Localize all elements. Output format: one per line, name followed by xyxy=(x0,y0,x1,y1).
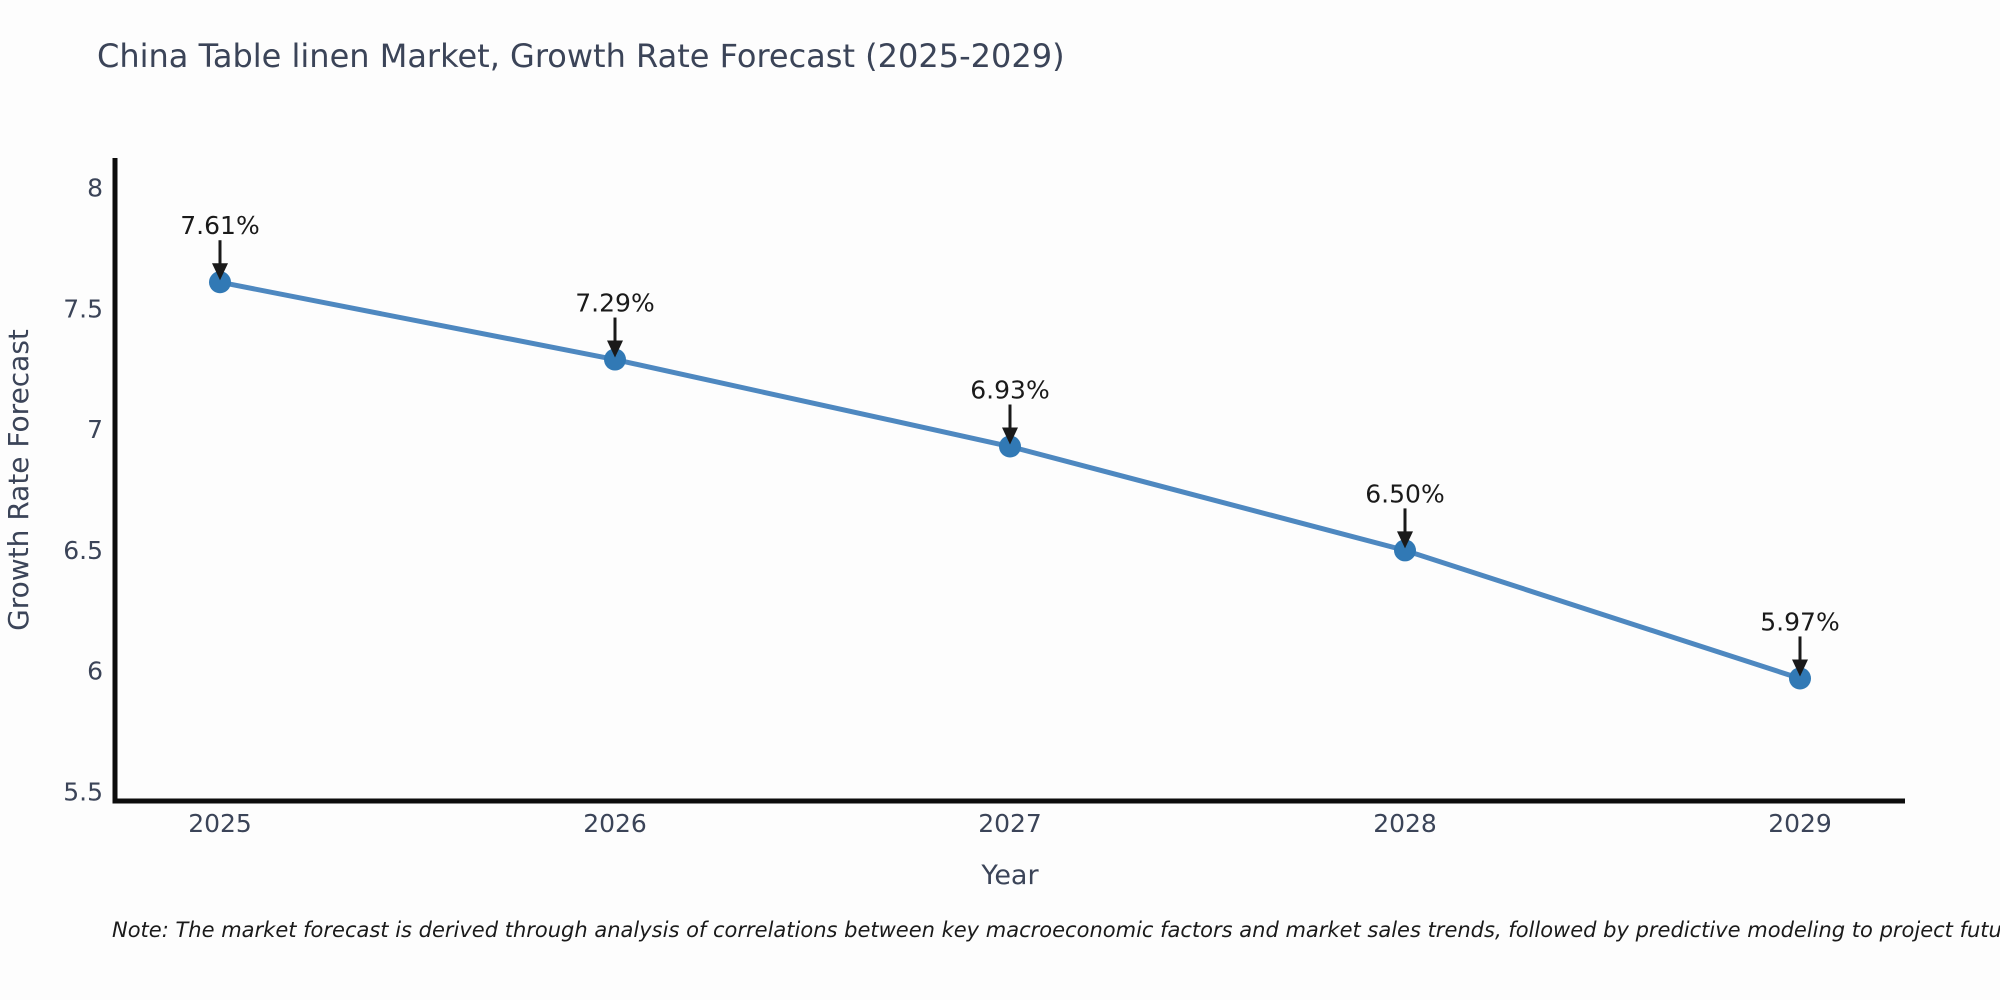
x-tick-label: 2025 xyxy=(188,809,252,838)
data-point-marker xyxy=(999,435,1021,458)
annotation-arrow-head xyxy=(212,263,228,281)
chart-title: China Table linen Market, Growth Rate Fo… xyxy=(97,37,1065,75)
footnote: Note: The market forecast is derived thr… xyxy=(112,918,2000,942)
x-tick-label: 2028 xyxy=(1373,809,1437,838)
series-line xyxy=(217,279,1803,681)
annotation-arrow-head xyxy=(1792,659,1808,677)
x-axis-title: Year xyxy=(980,860,1039,891)
x-tick-label: 2026 xyxy=(583,809,647,838)
data-point-marker xyxy=(209,271,231,294)
y-tick-label: 6 xyxy=(87,657,103,686)
y-tick-label: 6.5 xyxy=(63,536,103,565)
data-point-label: 7.61% xyxy=(180,211,259,240)
data-point-marker xyxy=(604,348,626,371)
y-tick-label: 7.5 xyxy=(63,294,103,323)
annotation-arrow-head xyxy=(1397,531,1413,549)
x-tick-label: 2029 xyxy=(1768,809,1832,838)
y-tick-label: 5.5 xyxy=(63,778,103,807)
y-tick-label: 7 xyxy=(87,415,103,444)
y-tick-label: 8 xyxy=(87,174,103,203)
data-point-label: 6.50% xyxy=(1365,479,1444,508)
data-point-label: 5.97% xyxy=(1760,607,1839,636)
x-tick-label: 2027 xyxy=(978,809,1042,838)
data-point-marker xyxy=(1789,667,1811,690)
annotation-arrow-head xyxy=(607,340,623,358)
annotation-arrow-head xyxy=(1002,427,1018,445)
y-axis-title: Growth Rate Forecast xyxy=(2,329,35,631)
data-point-label: 6.93% xyxy=(970,376,1049,405)
data-point-label: 7.29% xyxy=(575,289,654,318)
data-point-marker xyxy=(1394,539,1416,562)
